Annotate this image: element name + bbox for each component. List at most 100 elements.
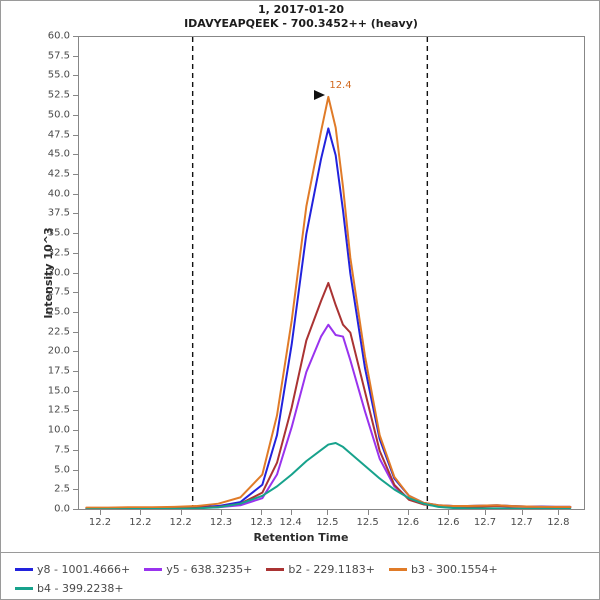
- y-axis-tick-label: 2.5: [54, 483, 70, 495]
- y-axis-tick-label: 20.0: [47, 345, 70, 357]
- x-axis-tick-mark: [408, 510, 409, 515]
- chart-title: 1, 2017-01-20: [257, 3, 345, 16]
- y-axis-tick-label: 40.0: [47, 188, 70, 200]
- legend-color-swatch: [389, 568, 408, 571]
- x-axis-tick-label: 12.2: [169, 517, 192, 528]
- y-axis-tick-mark: [73, 509, 78, 510]
- x-axis-tick-mark: [180, 510, 182, 515]
- y-axis-tick-mark: [73, 134, 78, 136]
- y-axis-tick-label: 50.0: [47, 109, 70, 121]
- title-block: 1, 2017-01-20 IDAVYEAPQEEK - 700.3452++ …: [1, 3, 600, 31]
- x-axis-line: [78, 509, 585, 510]
- y-axis-tick-mark: [73, 292, 78, 294]
- x-axis-tick-label: 12.7: [510, 517, 533, 528]
- y-axis-tick-mark: [73, 331, 78, 333]
- y-axis-tick-label: 5.0: [54, 464, 70, 476]
- y-axis-tick-mark: [73, 193, 78, 195]
- x-axis-tick-label: 12.2: [88, 517, 112, 528]
- x-axis-tick-mark: [261, 510, 263, 515]
- x-axis-tick-mark: [367, 510, 369, 515]
- legend-item-b2[interactable]: b2 - 229.1183+: [266, 563, 375, 576]
- y-axis-tick-label: 52.5: [47, 89, 70, 101]
- x-axis-tick-label: 12.5: [316, 517, 339, 528]
- y-axis-tick-label: 17.5: [47, 365, 70, 377]
- y-axis-tick-mark: [73, 449, 78, 451]
- y-axis-tick-mark: [73, 173, 78, 175]
- y-axis-tick-mark: [73, 371, 78, 373]
- y-axis-tick-mark: [73, 114, 78, 116]
- x-axis-tick-mark: [558, 510, 560, 515]
- legend-color-swatch: [266, 568, 285, 571]
- legend-color-swatch: [144, 568, 163, 571]
- y-axis-tick-label: 0.0: [54, 503, 70, 515]
- y-axis-tick-mark: [73, 430, 78, 432]
- y-axis-tick-mark: [73, 36, 78, 37]
- x-axis-tick-label: 12.8: [547, 517, 570, 528]
- legend-item-label: y5 - 638.3235+: [166, 563, 253, 576]
- legend-color-swatch: [15, 568, 33, 571]
- y-axis-tick-mark: [73, 233, 78, 235]
- y-axis-tick-label: 57.5: [47, 50, 70, 62]
- legend-item-label: y8 - 1001.4666+: [37, 563, 131, 576]
- legend-item-b4[interactable]: b4 - 399.2238+: [15, 582, 124, 595]
- legend-color-swatch: [15, 587, 33, 590]
- legend-item-label: b4 - 399.2238+: [37, 582, 124, 595]
- y-axis-tick-label: 10.0: [47, 424, 70, 436]
- x-axis-tick-mark: [521, 510, 523, 515]
- x-axis-tick-mark: [485, 510, 486, 515]
- x-axis-tick-label: 12.3: [250, 517, 273, 528]
- trace-b2[interactable]: [85, 281, 572, 510]
- y-axis-tick-label: 22.5: [47, 326, 70, 338]
- legend-item-label: b3 - 300.1554+: [411, 563, 498, 576]
- x-axis-tick-label: 12.5: [356, 517, 379, 528]
- y-axis-tick-label: 35.0: [47, 227, 70, 239]
- chart-subtitle: IDAVYEAPQEEK - 700.3452++ (heavy): [184, 17, 418, 30]
- y-axis-tick-mark: [73, 154, 78, 156]
- legend-row: y8 - 1001.4666+ y5 - 638.3235+ b2 - 229.11…: [15, 560, 600, 579]
- legend-item-y5[interactable]: y5 - 638.3235+: [144, 563, 252, 576]
- y-axis-tick-label: 25.0: [47, 306, 70, 318]
- y-axis: Intensity 10^3 0.0 2.5 5.0 7.5 10.0 12.5 15.0 1…: [1, 31, 78, 515]
- y-axis-tick-label: 55.0: [47, 69, 70, 81]
- x-axis-tick-mark: [221, 510, 222, 515]
- x-axis-label: Retention Time: [253, 531, 349, 544]
- trace-y8[interactable]: [85, 127, 572, 510]
- y-axis-tick-mark: [73, 272, 78, 274]
- y-axis-tick-label: 12.5: [47, 404, 70, 416]
- x-axis-tick-label: 12.6: [396, 517, 420, 528]
- y-axis-tick-label: 60.0: [47, 30, 70, 42]
- legend-item-y8[interactable]: y8 - 1001.4666+: [15, 563, 130, 576]
- y-axis-tick-label: 7.5: [54, 444, 70, 456]
- trace-b4[interactable]: [85, 441, 572, 510]
- x-axis-tick-mark: [448, 510, 450, 515]
- y-axis-tick-label: 15.0: [47, 385, 70, 397]
- legend-item-label: b2 - 229.1183+: [288, 563, 376, 576]
- x-axis-tick-mark: [140, 510, 142, 515]
- x-axis-tick-label: 12.4: [279, 517, 302, 528]
- y-axis-tick-mark: [73, 213, 78, 215]
- x-axis-tick-mark: [327, 510, 329, 515]
- y-axis-tick-mark: [73, 95, 78, 97]
- y-axis-tick-mark: [73, 489, 78, 491]
- y-axis-tick-mark: [73, 55, 78, 57]
- x-axis: 12.2 12.2 12.2 12.3 12.3 12.4 12.5 12.5 12.6 12.6…: [78, 510, 585, 540]
- plot-area[interactable]: [78, 36, 584, 510]
- y-axis-tick-mark: [73, 390, 78, 392]
- trace-b3[interactable]: [85, 95, 572, 509]
- x-axis-tick-label: 12.7: [473, 517, 497, 528]
- y-axis-tick-label: 27.5: [47, 286, 70, 298]
- peak-retention-time-label: 12.4: [329, 79, 352, 91]
- y-axis-tick-label: 47.5: [47, 129, 70, 141]
- x-axis-tick-label: 12.6: [437, 517, 460, 528]
- y-axis-tick-label: 37.5: [47, 207, 70, 219]
- trace-y5[interactable]: [85, 323, 572, 510]
- y-axis-tick-mark: [73, 75, 78, 77]
- y-axis-tick-mark: [73, 469, 78, 471]
- y-axis-tick-label: 30.0: [47, 267, 70, 278]
- chromatogram-traces: [85, 37, 572, 510]
- y-axis-tick-label: 42.5: [47, 168, 70, 180]
- y-axis-tick-mark: [73, 311, 78, 313]
- peak-pointer-icon: [314, 89, 326, 100]
- plot-right-border: [584, 36, 585, 509]
- legend-item-b3[interactable]: b3 - 300.1554+: [389, 563, 498, 576]
